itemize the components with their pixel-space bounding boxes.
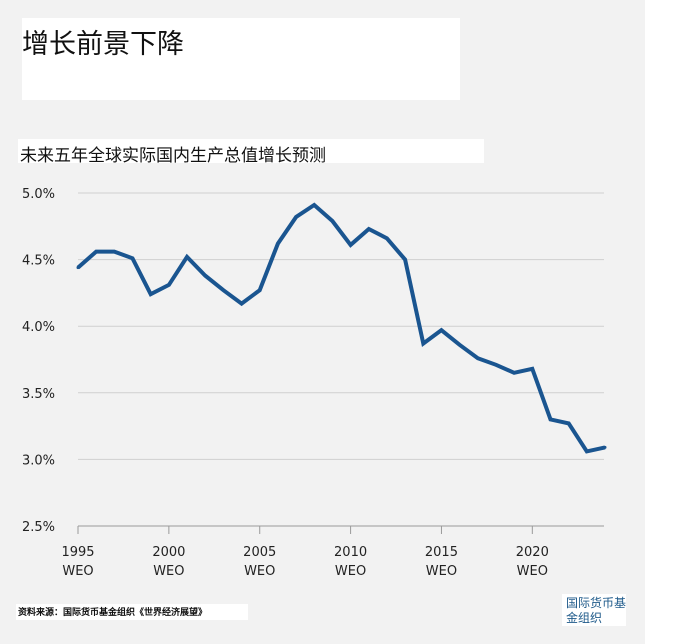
data-point (458, 343, 462, 347)
page-title: 增长前景下降 (22, 29, 184, 60)
data-point (167, 283, 171, 287)
y-tick-label: 3.0% (22, 453, 55, 468)
x-tick-label: 2015 (425, 545, 458, 560)
chart-subtitle: 未来五年全球实际国内生产总值增长预测 (20, 146, 326, 166)
data-point (403, 258, 407, 262)
data-point (421, 342, 425, 346)
data-point (367, 227, 371, 231)
x-tick-sublabel: WEO (426, 564, 457, 579)
y-tick-label: 5.0% (22, 187, 55, 202)
data-point (330, 219, 334, 223)
data-point (76, 266, 80, 270)
series-line (76, 202, 606, 454)
data-point (439, 328, 443, 332)
data-point (385, 236, 389, 240)
data-point (294, 215, 298, 219)
x-tick-sublabel: WEO (517, 564, 548, 579)
y-tick-label: 4.5% (22, 254, 55, 269)
x-tick-label: 1995 (61, 545, 94, 560)
data-point (276, 242, 280, 246)
x-tick-sublabel: WEO (335, 564, 366, 579)
logo-line-1: 国际货币基 (566, 596, 627, 610)
imf-logo: 国际货币基 金组织 (566, 596, 628, 626)
grid-layer (78, 192, 604, 527)
data-point (185, 255, 189, 259)
y-tick-label: 3.5% (22, 387, 55, 402)
data-point (221, 288, 225, 292)
data-point (567, 421, 571, 425)
data-point (548, 417, 552, 421)
data-point (312, 203, 316, 207)
data-point (603, 445, 607, 449)
data-point (585, 449, 589, 453)
source-panel (16, 604, 248, 620)
x-tick-sublabel: WEO (153, 564, 184, 579)
x-tick-label: 2005 (243, 545, 276, 560)
data-point (112, 250, 116, 254)
source-note: 资料来源：国际货币基金组织《世界经济展望》 (18, 608, 208, 618)
y-tick-label: 2.5% (22, 520, 55, 535)
chart-panel (0, 0, 645, 644)
data-point (530, 367, 534, 371)
x-tick-label: 2020 (516, 545, 549, 560)
x-tick-sublabel: WEO (62, 564, 93, 579)
data-point (131, 256, 135, 260)
subtitle-panel (18, 139, 484, 163)
data-point (512, 371, 516, 375)
data-point (258, 288, 262, 292)
logo-panel (562, 594, 626, 626)
data-point (349, 243, 353, 247)
series-layer (76, 202, 607, 454)
logo-line-2: 金组织 (566, 611, 603, 625)
data-point (476, 356, 480, 360)
data-point (94, 250, 98, 254)
x-tick-sublabel: WEO (244, 564, 275, 579)
x-tick-label: 2010 (334, 545, 367, 560)
data-point (494, 363, 498, 367)
data-point (240, 302, 244, 306)
data-point (203, 274, 207, 278)
title-panel (22, 18, 460, 100)
x-tick-label: 2000 (152, 545, 185, 560)
tick-layer: 5.0% 4.5% 4.0% 3.5% 3.0% 2.5% 1995 WEO 2000 WEO 20… (22, 187, 549, 579)
data-point (149, 292, 153, 296)
y-tick-label: 4.0% (22, 320, 55, 335)
